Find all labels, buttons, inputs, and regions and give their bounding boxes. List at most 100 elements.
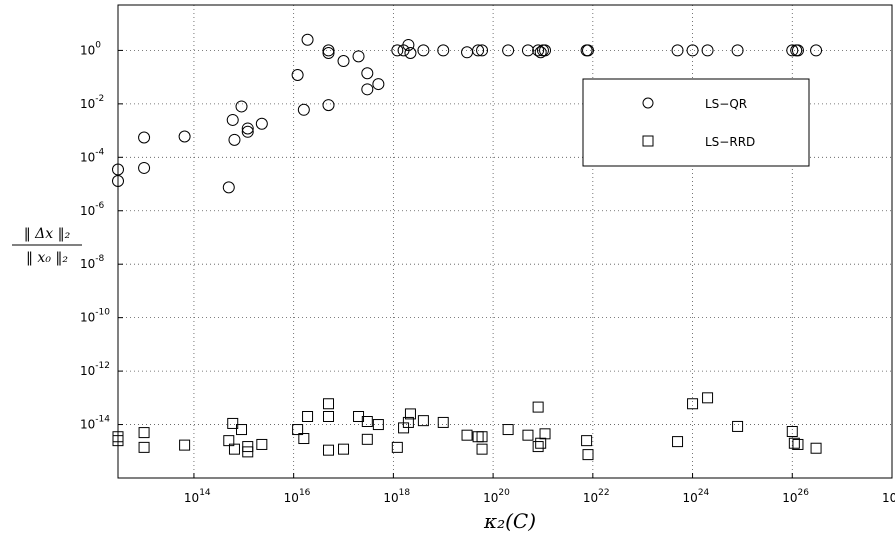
ls-qr-point [402,38,415,51]
ls-rrd-point [256,438,268,450]
y-tick-label: 10-14 [80,415,110,432]
ls-rrd-point [323,411,335,423]
ls-rrd-point [476,431,488,443]
grid-lines [118,5,892,478]
ls-rrd-point [786,425,798,437]
x-tick-label: 1018 [383,488,410,505]
ls-rrd-point [539,428,551,440]
ls-rrd-point [298,433,310,445]
ls-rrd-point [302,411,314,423]
y-tick-label: 10-6 [80,201,105,218]
data-markers [112,33,823,461]
ls-qr-point [791,44,804,57]
ls-qr-point [226,113,239,126]
ls-rrd-point [402,416,414,428]
ls-qr-point [581,44,594,57]
ls-qr-point [391,44,404,57]
ls-qr-point [322,46,335,59]
ls-qr-point [701,44,714,57]
ls-qr-point [112,174,124,187]
x-tick-label: 1026 [782,488,809,505]
ls-qr-point [437,44,450,57]
ls-rrd-point [687,398,699,410]
legend-label-ls-rrd: LS−RRD [705,135,755,149]
ls-rrd-point [227,417,239,429]
ls-qr-point [255,117,268,130]
ls-rrd-point [242,446,254,458]
ls-qr-point [786,44,799,57]
ls-rrd-point [338,443,350,455]
plot-frame [117,4,893,479]
x-axis-label: κ₂(C) [483,509,536,533]
ls-qr-point [361,83,374,96]
x-tick-label: 1024 [683,488,710,505]
ls-qr-point [532,44,545,57]
ls-qr-point [810,44,823,57]
ls-qr-point [322,44,335,57]
ls-qr-point [476,44,489,57]
ls-qr-point [731,44,744,57]
y-tick-label: 10-10 [80,308,110,325]
ls-rrd-point [532,441,544,453]
ls-qr-point [178,130,191,143]
ls-rrd-point [179,439,191,451]
ls-rrd-point [788,437,800,449]
ls-rrd-point [372,419,384,431]
ls-qr-point [222,181,235,194]
legend-marker-ls-qr [642,97,654,109]
axis-ticks: 1014 1016 1018 1020 1022 1024 1026 102 100 10-2 10… [80,40,895,505]
ls-qr-point [686,44,699,57]
ls-qr-point [241,122,254,135]
ls-qr-point [472,44,485,57]
ls-rrd-point [532,401,544,413]
ls-rrd-point [461,429,473,441]
ls-qr-point [138,161,151,174]
legend-label-ls-qr: LS−QR [705,97,747,111]
ls-rrd-point [581,435,593,447]
ls-qr-point [241,125,254,138]
x-tick-label: 1022 [583,488,610,505]
ls-qr-point [361,67,374,80]
ls-rrd-point [138,441,150,453]
ls-rrd-point [292,424,304,436]
ls-rrd-point [732,420,744,432]
ls-rrd-point [792,438,804,450]
y-tick-label: 10-4 [80,147,105,164]
ls-qr-point [235,100,248,113]
ls-rrd-point [138,427,150,439]
ls-qr-point [291,69,304,82]
y-tick-label: 10-2 [80,94,104,111]
ls-rrd-point [361,416,373,428]
ls-rrd-point [323,398,335,410]
ls-rrd-point [810,442,822,454]
ls-rrd-point [535,437,547,449]
ls-qr-point [502,44,515,57]
ls-qr-point [539,44,552,57]
ls-rrd-point [112,435,124,447]
ls-qr-point [671,44,684,57]
ls-qr-point [372,78,385,91]
ls-rrd-point [472,431,484,443]
ls-rrd-point [391,441,403,453]
ls-rrd-point [672,436,684,448]
y-axis-label-denominator: ‖ x₀ ‖₂ [26,250,68,266]
ls-qr-point [461,46,474,59]
ls-qr-point [352,50,365,63]
y-tick-label: 10-12 [80,361,110,378]
ls-qr-point [521,44,534,57]
ls-rrd-point [417,415,429,427]
ls-qr-point [228,133,241,146]
ls-rrd-point [228,443,240,455]
y-tick-label: 100 [80,40,101,57]
legend: LS−QR LS−RRD [582,78,810,167]
ls-rrd-point [437,416,449,428]
ls-rrd-point [404,408,416,420]
ls-rrd-point [702,392,714,404]
ls-rrd-point [582,449,594,461]
y-axis-label: ‖ Δx ‖₂ ‖ x₀ ‖₂ [12,226,82,266]
y-axis-label-numerator: ‖ Δx ‖₂ [24,226,71,242]
ls-rrd-point [236,424,248,436]
x-tick-label: 1016 [284,488,311,505]
ls-rrd-point [476,443,488,455]
